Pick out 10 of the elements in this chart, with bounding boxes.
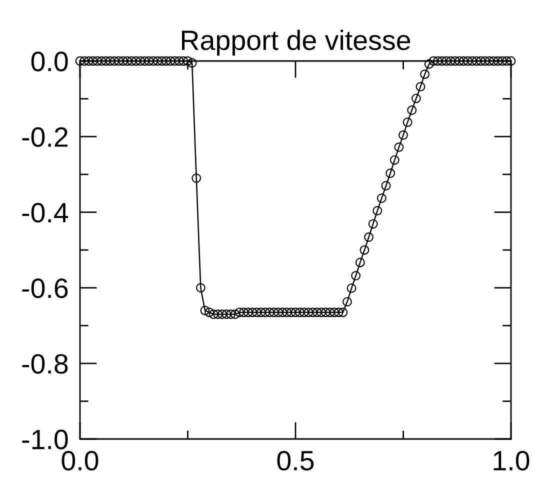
y-tick-label: -0.6	[22, 278, 68, 298]
y-tick-label: -0.4	[22, 202, 68, 223]
y-tick-label: 0.0	[31, 52, 68, 72]
x-tick-label: 0.0	[62, 450, 98, 471]
chart-title: Rapport de vitesse	[182, 30, 410, 56]
x-tick-label: 0.5	[277, 450, 314, 471]
x-tick-label: 1.0	[494, 450, 530, 471]
y-tick-label: -0.2	[22, 127, 68, 147]
y-tick-label: -0.8	[22, 354, 68, 374]
y-tick-label: -1.0	[22, 430, 68, 450]
